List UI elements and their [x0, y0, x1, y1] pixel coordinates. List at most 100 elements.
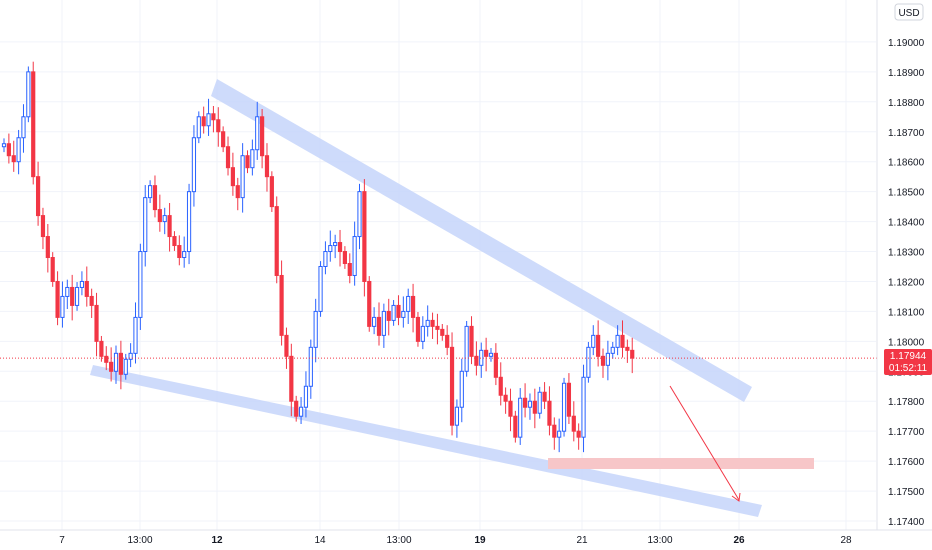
candle-body — [547, 400, 552, 426]
price-tick-label: 1.18300 — [888, 248, 925, 259]
candle-body — [31, 71, 36, 178]
candle-body — [65, 286, 70, 297]
candle-body — [60, 295, 65, 318]
time-axis[interactable]: 7 13:00 12 14 13:00 19 21 13:00 26 28 — [0, 529, 932, 546]
time-tick-label: 13:00 — [647, 535, 672, 546]
candle-body — [255, 116, 260, 151]
candle-body — [55, 280, 60, 318]
candle-body — [298, 406, 304, 417]
price-tick-label: 1.18600 — [888, 158, 925, 169]
candle-body — [586, 346, 591, 378]
price-axis[interactable]: 1.17400 1.17500 1.17600 1.17700 1.17800 1.179… — [876, 0, 925, 530]
candle-body — [157, 209, 162, 223]
price-tick-label: 1.18000 — [888, 337, 925, 348]
upper-trend-band — [211, 79, 752, 402]
candle-body — [561, 382, 567, 432]
candle-body — [274, 206, 279, 276]
candle-body — [406, 295, 411, 312]
candle-body — [70, 286, 75, 306]
candle-body — [610, 346, 615, 354]
candle-body — [381, 310, 386, 336]
candle-body — [566, 382, 572, 417]
candle-body — [518, 397, 523, 438]
price-tick-label: 1.18500 — [888, 188, 925, 199]
candle-body — [352, 236, 357, 276]
candle-body — [440, 328, 445, 336]
candle-body — [391, 304, 396, 321]
candle-body — [576, 430, 581, 438]
candle-body — [113, 352, 119, 372]
candle-body — [527, 400, 533, 408]
candle-body — [537, 391, 542, 414]
bar-countdown: 01:52:11 — [889, 363, 928, 374]
candle-body — [474, 355, 479, 366]
candle-body — [503, 394, 508, 402]
candle-body — [269, 176, 274, 208]
candle-body — [581, 376, 586, 438]
candle-body — [464, 325, 469, 372]
candle-body — [347, 263, 352, 276]
candle-body — [513, 415, 518, 438]
time-tick-label: 14 — [314, 535, 326, 546]
time-tick-label: 28 — [840, 535, 852, 546]
time-tick-label: 21 — [576, 535, 588, 546]
annotations — [0, 357, 877, 502]
candle-body — [221, 131, 226, 148]
candle-body — [313, 310, 318, 348]
candle-body — [430, 319, 435, 327]
candle-body — [294, 400, 299, 417]
candle-body — [630, 349, 635, 359]
candle-body — [182, 251, 187, 259]
candle-body — [264, 155, 270, 178]
candle-body — [235, 185, 240, 199]
last-price-tag: 1.17944 01:52:11 — [884, 349, 932, 375]
candle-body — [337, 242, 343, 253]
candle-body — [104, 355, 109, 363]
price-tick-label: 1.19000 — [888, 38, 925, 49]
candle-body — [94, 304, 99, 342]
arrow-head-icon — [731, 492, 741, 502]
candle-body — [376, 316, 382, 336]
candle-body — [225, 146, 231, 169]
time-tick-label: 26 — [733, 535, 745, 546]
candle-body — [542, 391, 547, 402]
candle-body — [245, 155, 250, 169]
candle-body — [484, 349, 489, 357]
candle-body — [323, 251, 328, 267]
candle-body — [435, 325, 440, 330]
candle-body — [367, 280, 372, 327]
candle-body — [50, 257, 55, 282]
candle-body — [260, 116, 265, 157]
price-tick-label: 1.17600 — [888, 457, 925, 468]
candle-body — [21, 116, 26, 139]
candle-body — [26, 71, 31, 118]
price-tick-label: 1.18900 — [888, 68, 925, 79]
candle-body — [571, 415, 576, 432]
candle-body — [74, 286, 80, 306]
candle-body — [45, 236, 50, 259]
currency-button[interactable]: USD — [894, 3, 924, 21]
candle-body — [191, 137, 197, 193]
time-tick-label: 12 — [211, 535, 223, 546]
candle-body — [552, 424, 557, 438]
price-tick-label: 1.18400 — [888, 218, 925, 229]
candle-body — [11, 155, 16, 163]
candle-body — [479, 349, 484, 366]
candle-body — [454, 406, 460, 426]
candle-body — [620, 334, 625, 348]
last-price-value: 1.17944 — [890, 351, 927, 362]
candle-body — [279, 274, 284, 336]
candle-body — [372, 316, 377, 327]
candle-body — [177, 245, 182, 259]
candle-body — [162, 215, 167, 223]
candlestick-series — [1, 61, 635, 453]
candle-body — [605, 352, 610, 366]
candle-body — [532, 400, 537, 414]
price-tick-label: 1.17500 — [888, 487, 925, 498]
candle-body — [600, 355, 606, 366]
candle-body — [415, 316, 421, 342]
candle-body — [303, 385, 309, 408]
time-tick-label: 13:00 — [127, 535, 152, 546]
candle-body — [6, 143, 11, 157]
